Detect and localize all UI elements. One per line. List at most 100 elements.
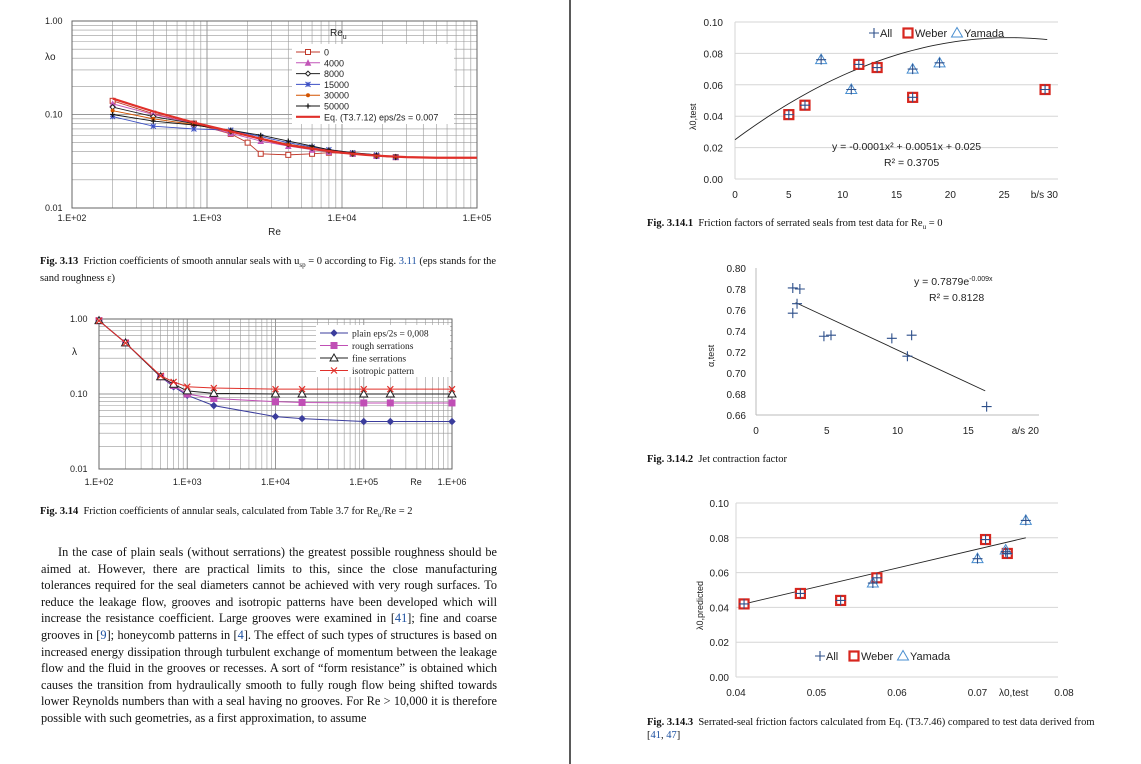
fig314-point [272,398,279,406]
fig314-point [208,388,219,397]
fig3142-point [906,330,917,341]
fig3141-x-tick: 5 [786,190,792,201]
fig314-point [183,383,191,391]
fig3142-point [902,351,913,362]
fig313-point [258,132,264,138]
fig-3-14-label: Fig. 3.14 [40,506,79,517]
fig313-legend-marker [305,81,311,88]
legend-weber-label: Weber [915,28,948,40]
fig3142-x-tick: 5 [824,426,830,437]
fig314-point [298,399,306,407]
body-text-1: In the case of plain seals (without serr… [41,545,497,626]
fig3142-point [787,282,798,293]
fig3143-y-label: λ0,predicted [695,581,705,630]
fig314-point [297,388,307,398]
fig313-point [110,112,116,117]
fig314-x-tick: 1.E+06 [438,477,467,487]
chart-friction-smooth-seals: 0.01 0.10 1.00 1.E+02 1.E+03 1.E+04 1.E+05 Re λo… [45,16,492,238]
fig313-point [257,150,264,157]
fig313-point [150,123,157,130]
fig3142-y-tick: 0.70 [727,369,747,380]
fig-3-13-label: Fig. 3.13 [40,256,79,267]
fig314-legend-marker [330,342,338,349]
fig3141-all-point [907,92,918,103]
fig313-x-tick: 1.E+05 [463,213,492,223]
fig3141-y-tick: 0.00 [704,175,724,186]
fig313-legend-title-sub: u [343,34,347,41]
fig3141-all-point [799,100,810,111]
fig314-point [170,378,178,386]
fig3141-all-point [816,54,827,65]
fig3142-point [792,298,803,309]
fig3143-y-tick: 0.10 [710,499,730,510]
fig3143-all-point [972,553,983,564]
fig313-x-tick: 1.E+04 [328,213,357,223]
fig313-y-tick: 1.00 [45,16,63,26]
fig314-point [270,388,281,398]
fig314-x-tick: 1.E+04 [261,477,290,487]
fig3143-x-tick: 0.06 [887,688,907,699]
ref-47-fig[interactable]: 47 [666,730,677,741]
fig314-x-tick: 1.E+05 [349,477,378,487]
fig3141-y-tick: 0.08 [704,49,724,60]
fig3142-y-tick: 0.80 [727,264,747,275]
legend-yamada-marker [950,26,964,38]
fig314-point [298,385,306,393]
fig-3-13-tail: = 0 according to Fig. [305,256,399,267]
fig-3-14-sub: u [378,511,382,520]
fig3141-trendline [734,37,1048,141]
fig313-legend-title: Reu [330,28,347,41]
ref-41[interactable]: 41 [394,611,408,626]
fig3141-y-label: λ0,test [688,103,698,130]
chart-predicted-vs-test: 0.00 0.02 0.04 0.06 0.08 0.10 0.04 0.05 0.06 0.07… [695,499,1074,699]
fig313-legend-marker [304,59,312,66]
ref-4[interactable]: 4 [237,627,244,642]
fig313-legend-label: 0 [324,48,329,58]
fig314-legend-label: isotropic pattern [352,367,414,377]
fig3142-y-tick: 0.76 [727,306,747,317]
fig3141-all-point [1040,84,1051,95]
fig3142-point [794,284,805,294]
fig314-legend-marker [330,329,338,337]
fig3141-x-tick: 20 [945,190,957,201]
fig-3-13-end: (eps stands for the sand roughness ε) [40,256,497,285]
fig3143-all-point [980,534,991,545]
fig3143-x-tick: 0.05 [807,688,827,699]
body-paragraph: In the case of plain seals (without serr… [41,544,497,727]
fig-3-14-2-text: Jet contraction factor [698,454,787,465]
fig314-legend-label: fine serrations [352,354,406,365]
fig314-y-tick: 1.00 [70,314,88,324]
right-page: 0.00 0.02 0.04 0.06 0.08 0.10 0 5 10 15 20 25 b/s 30… [574,0,1141,764]
fig3142-point [886,333,897,344]
fig314-y-tick: 0.01 [70,464,88,474]
fig3141-all-point [872,62,883,73]
legend-yamada-marker [896,649,910,661]
fig314-x-extra-label: Re [410,477,422,487]
fig3143-all-point [1020,515,1031,526]
fig314-point [157,372,165,380]
fig-3-13-ref[interactable]: 3.11 [398,256,417,267]
fig313-legend-label: Eq. (T3.7.12) eps/2s = 0.007 [324,112,438,122]
fig314-y-tick: 0.10 [70,389,88,399]
fig313-point [285,138,291,144]
fig3141-all-point [783,109,794,120]
fig3141-all-point [853,59,864,70]
ref-41-fig[interactable]: 41 [650,730,662,741]
fig3143-x-tick: 0.07 [968,688,988,699]
fig313-y-tick: 0.10 [45,110,63,120]
fig3143-all-point [835,595,846,606]
fig313-legend-marker [304,70,312,77]
fig3142-point [825,330,836,341]
fig3142-x-tick: 15 [963,426,975,437]
fig313-point [150,118,156,124]
fig3141-all-point [934,57,945,68]
fig3142-y-tick: 0.68 [727,390,747,401]
fig3142-y-label: α,test [706,344,716,367]
fig313-plot-frame [71,20,478,209]
fig3142-equation: y = 0.7879e-0.009x [914,276,993,288]
fig3142-equation-exponent: -0.009x [969,276,993,283]
left-page: 0.01 0.10 1.00 1.E+02 1.E+03 1.E+04 1.E+05 Re λo… [0,0,568,764]
fig314-point [95,317,103,325]
ref-9[interactable]: 9 [100,627,107,642]
legend-all-marker [869,28,879,38]
